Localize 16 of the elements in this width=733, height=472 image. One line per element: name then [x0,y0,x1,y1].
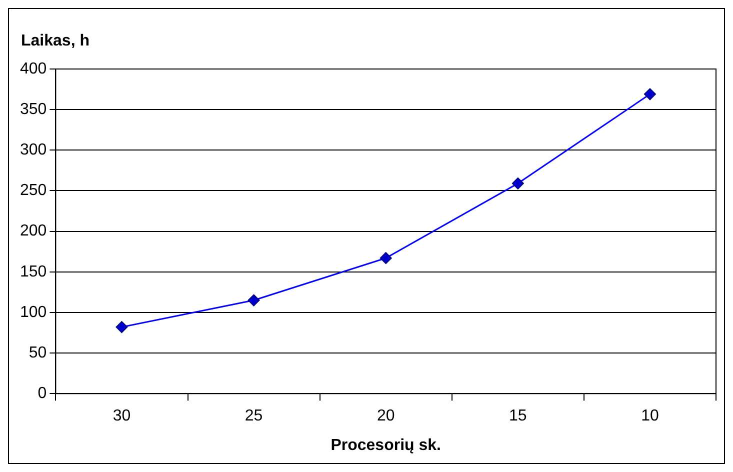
y-tick-label: 50 [28,344,47,362]
y-tick-label: 150 [20,263,47,280]
x-tick-label: 25 [244,408,263,425]
y-tick-label: 300 [20,142,47,159]
y-axis-title: Laikas, h [21,32,90,50]
x-tick-label: 10 [641,408,659,425]
y-tick-label: 200 [20,222,47,240]
x-axis-title: Procesorių sk. [330,436,441,454]
x-tick-label: 30 [112,408,131,425]
x-tick-label: 15 [509,408,527,425]
x-tick-label: 20 [376,408,395,425]
y-tick-label: 400 [20,60,47,78]
y-tick-label: 0 [38,385,47,402]
y-tick-label: 250 [20,182,47,200]
y-tick-label: 350 [20,100,47,118]
y-tick-label: 100 [20,304,47,321]
